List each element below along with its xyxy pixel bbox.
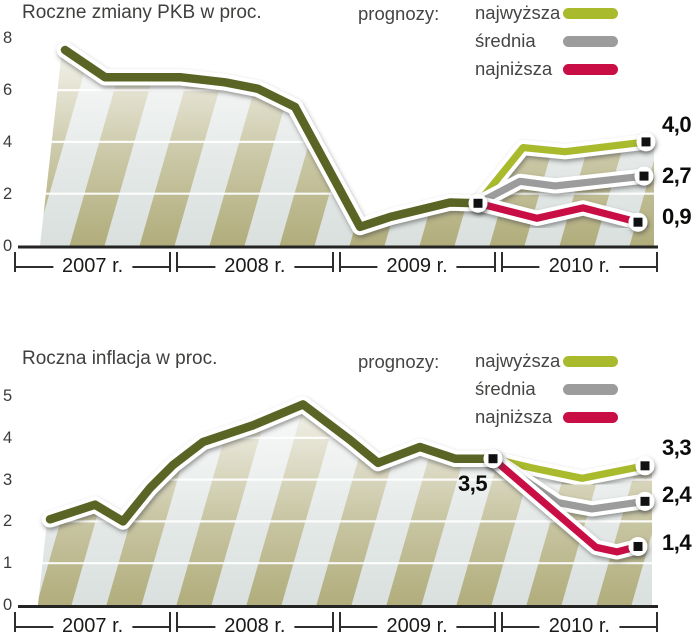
value-label: 2,4 — [662, 482, 692, 507]
value-label: 1,4 — [662, 530, 692, 555]
legend-swatch — [563, 383, 618, 395]
value-label: 0,9 — [662, 204, 692, 229]
legend-item: najniższa — [475, 58, 618, 80]
year-label: 2008 r. — [215, 616, 295, 637]
legend-item-label: średnia — [475, 30, 536, 51]
legend-item-label: najwyższa — [475, 350, 561, 371]
year-label: 2007 r. — [53, 256, 133, 277]
legend-item-label: najniższa — [475, 58, 553, 79]
chart-bracket-1: 2007 r. 2008 r. 2009 r. 2010 r. — [14, 612, 658, 637]
data-point-marker — [640, 496, 650, 506]
year-segment: 2010 r. — [500, 612, 658, 637]
year-segment: 2008 r. — [176, 612, 334, 637]
legend-swatch — [563, 355, 618, 367]
year-label: 2009 r. — [377, 616, 457, 637]
legend-item: średnia — [475, 378, 618, 400]
year-segment: 2007 r. — [14, 612, 172, 637]
value-label: 3,3 — [662, 435, 692, 460]
year-label: 2010 r. — [539, 256, 619, 277]
legend-caption-1: prognozy: — [358, 351, 440, 372]
year-label: 2007 r. — [53, 616, 133, 637]
legend-items-0: najwyższa średnia najniższa — [475, 2, 618, 80]
year-label: 2009 r. — [377, 256, 457, 277]
value-label: 4,0 — [662, 112, 692, 137]
year-segment: 2010 r. — [500, 252, 658, 277]
data-point-marker — [640, 461, 650, 471]
data-point-marker — [633, 541, 643, 551]
y-tick-label: 3 — [3, 471, 13, 489]
y-tick-label: 8 — [3, 29, 13, 47]
y-tick-label: 4 — [3, 133, 13, 151]
legend-item-label: najwyższa — [475, 2, 561, 23]
chart-bracket-0: 2007 r. 2008 r. 2009 r. 2010 r. — [14, 252, 658, 277]
legend-caption-0: prognozy: — [358, 3, 440, 24]
legend-item-label: średnia — [475, 378, 536, 399]
legend-item: średnia — [475, 30, 618, 52]
y-tick-label: 2 — [3, 185, 13, 203]
year-segment: 2009 r. — [338, 252, 496, 277]
chart-title-inflation: Roczna inflacja w proc. — [22, 348, 218, 369]
year-segment: 2007 r. — [14, 252, 172, 277]
y-tick-label: 2 — [3, 512, 13, 530]
legend-swatch — [563, 411, 618, 423]
legend-swatch — [563, 35, 618, 47]
legend-swatch — [563, 7, 618, 19]
legend-item: najniższa — [475, 406, 618, 428]
data-point-marker — [633, 217, 643, 227]
year-label: 2010 r. — [539, 616, 619, 637]
legend-swatch — [563, 63, 618, 75]
legend-item: najwyższa — [475, 2, 618, 24]
legend-item-label: najniższa — [475, 406, 553, 427]
value-label: 2,7 — [662, 163, 692, 188]
y-tick-label: 4 — [3, 429, 13, 447]
value-label: 3,5 — [458, 471, 488, 496]
y-tick-label: 6 — [3, 81, 13, 99]
legend-items-1: najwyższa średnia najniższa — [475, 350, 618, 428]
year-label: 2008 r. — [215, 256, 295, 277]
y-tick-label: 5 — [3, 387, 13, 405]
data-point-marker — [639, 171, 649, 181]
legend-item: najwyższa — [475, 350, 618, 372]
y-tick-label: 1 — [3, 554, 13, 572]
data-point-marker — [488, 454, 498, 464]
data-point-marker — [641, 137, 651, 147]
chart-title-gdp: Roczne zmiany PKB w proc. — [22, 2, 262, 23]
data-point-marker — [473, 198, 483, 208]
year-segment: 2009 r. — [338, 612, 496, 637]
year-segment: 2008 r. — [176, 252, 334, 277]
